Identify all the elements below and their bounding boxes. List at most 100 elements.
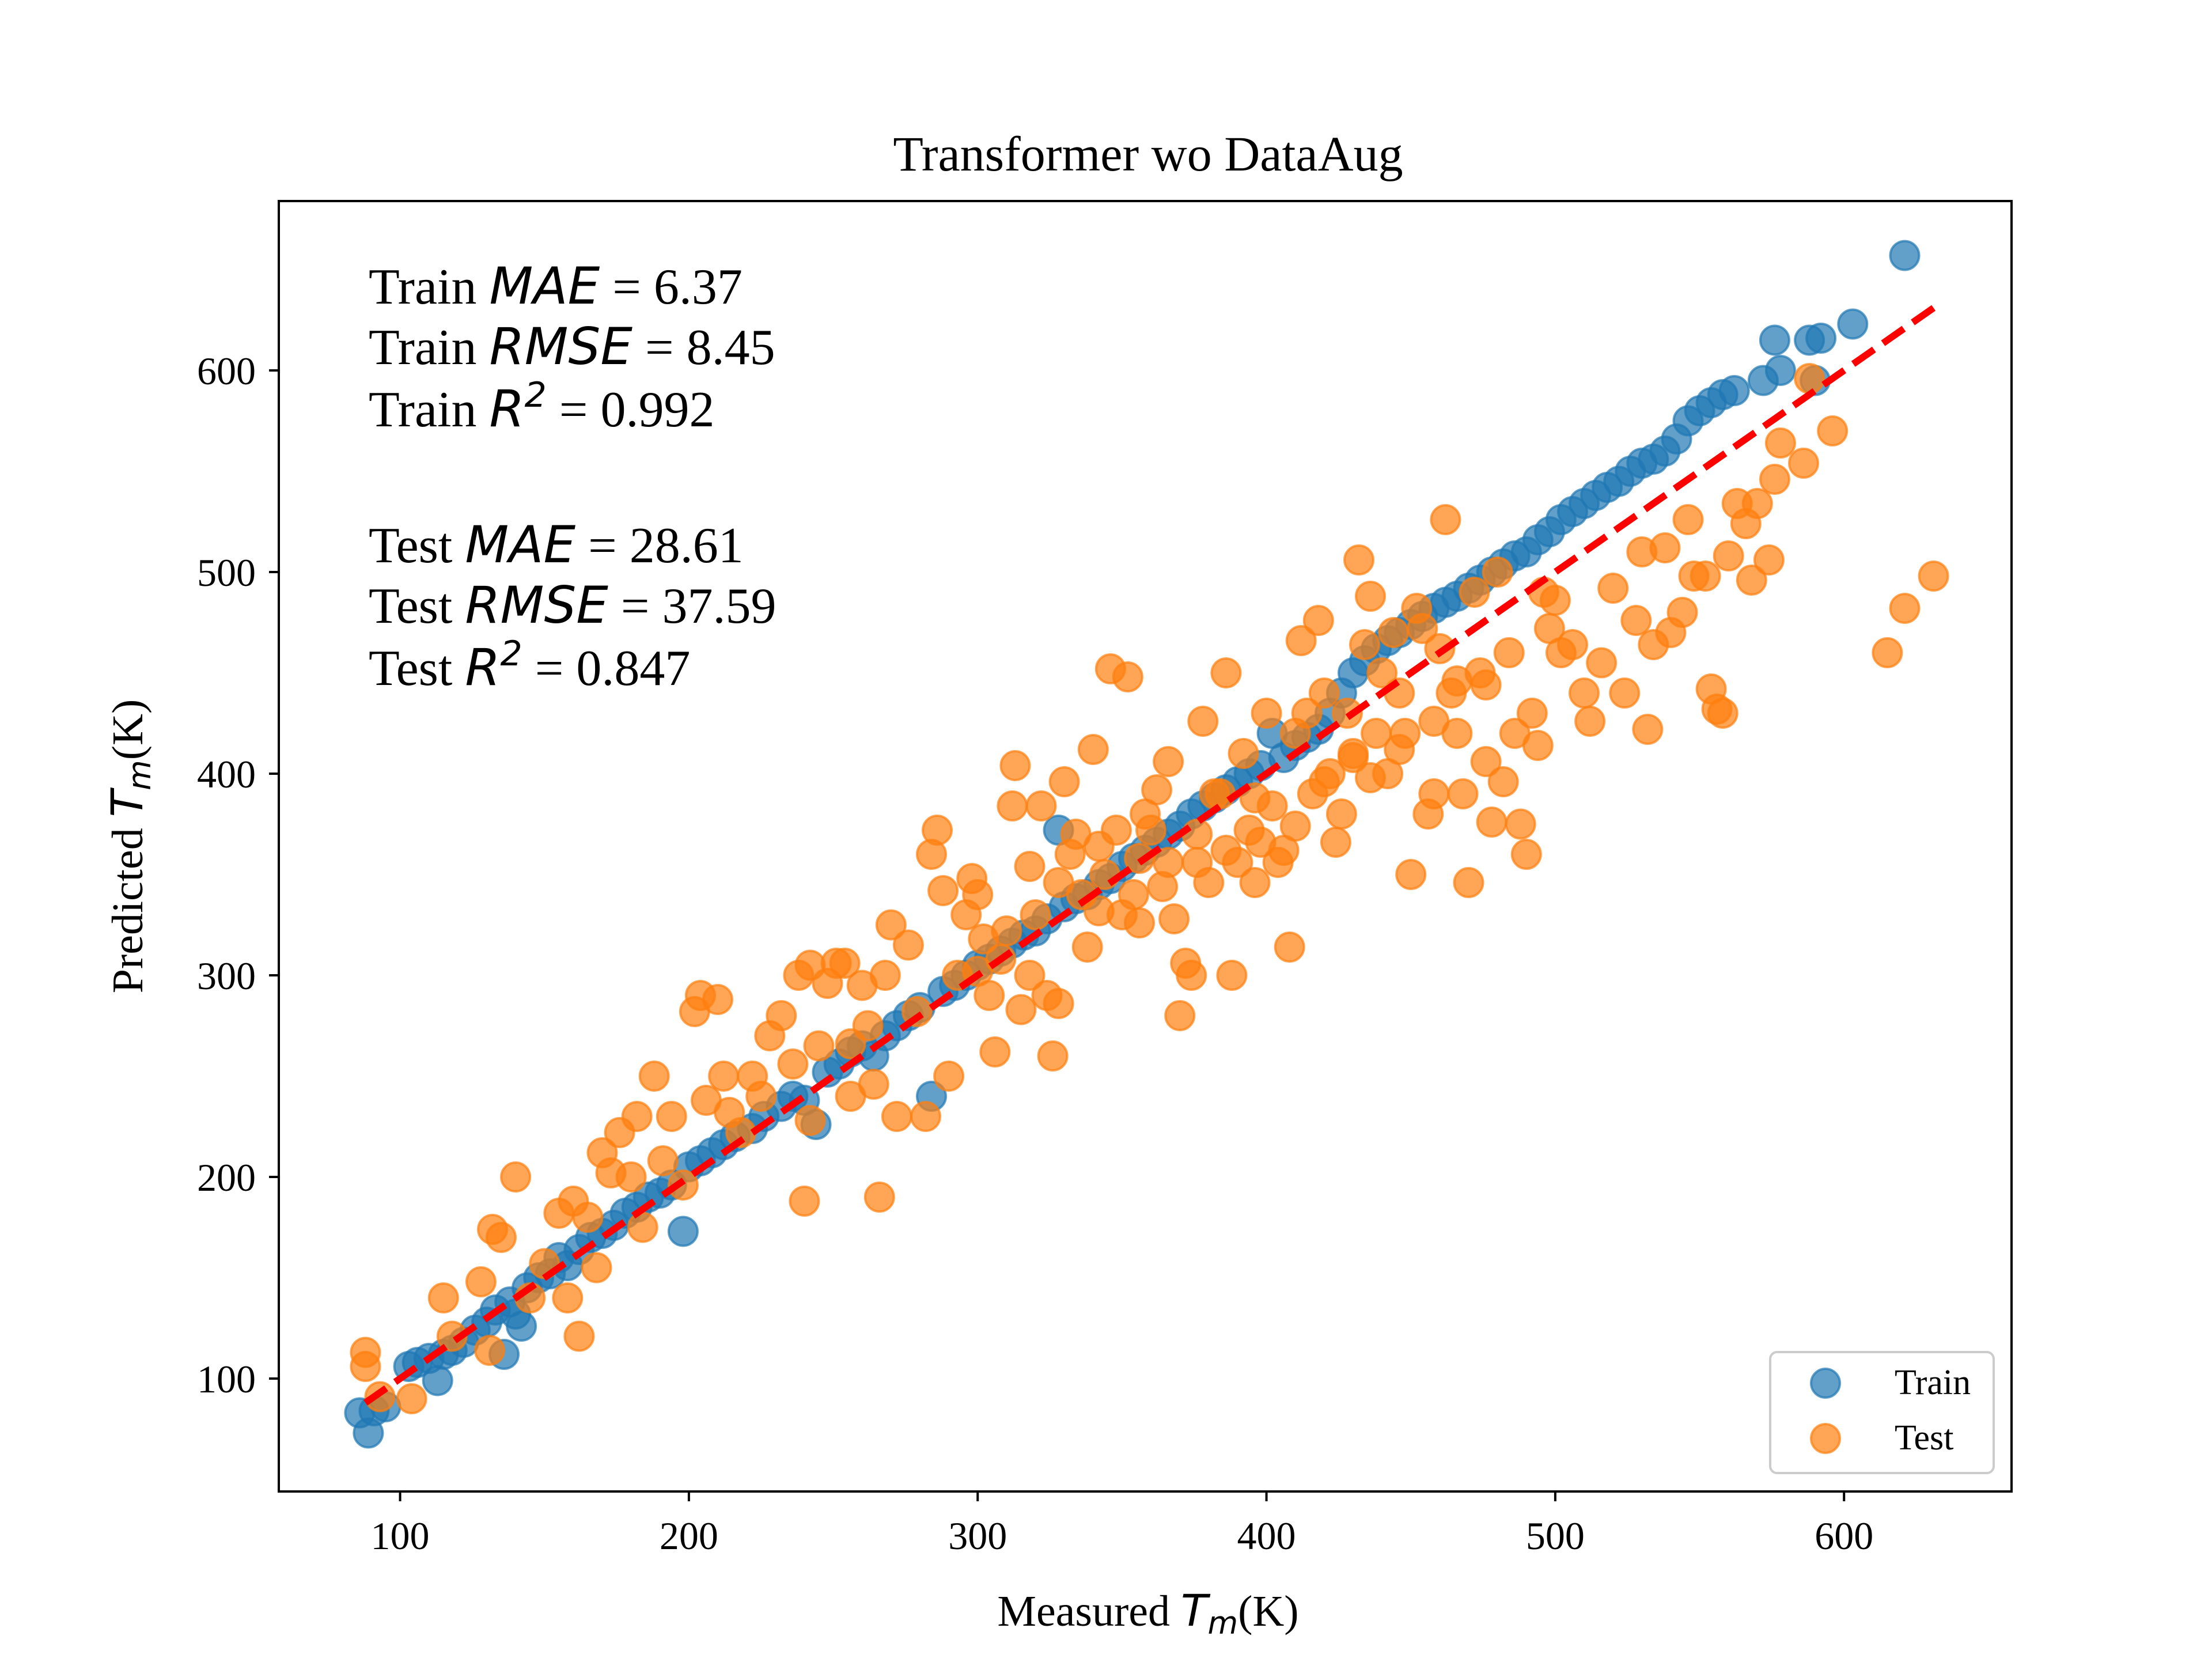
x-axis-label-prefix: Measured (997, 1587, 1181, 1636)
y-tick-label: 600 (197, 349, 256, 393)
test-point (962, 879, 994, 910)
test-point (350, 1351, 381, 1382)
metric-symbol: RMSE (465, 576, 608, 635)
test-point (552, 1282, 584, 1313)
test-point (1522, 730, 1554, 761)
test-point (997, 790, 1028, 821)
test-point (1586, 647, 1618, 679)
test-point (881, 1101, 912, 1132)
test-point (1216, 960, 1248, 991)
test-point (1320, 827, 1351, 858)
test-point (1325, 798, 1357, 830)
test-point (745, 1081, 777, 1112)
metric-value: = 37.59 (608, 578, 777, 634)
test-point (1741, 488, 1773, 519)
test-point (1210, 657, 1242, 688)
x-tick-label: 200 (660, 1514, 718, 1558)
test-point (1048, 766, 1080, 797)
test-point (1308, 766, 1340, 797)
test-point (1210, 835, 1242, 866)
test-point (1620, 605, 1652, 636)
test-point (465, 1266, 497, 1297)
test-point (1557, 629, 1588, 660)
legend: Train Test (1769, 1351, 1995, 1474)
test-point (486, 1222, 517, 1253)
metric-prefix: Test (369, 641, 465, 696)
y-axis-label-unit: (K) (104, 699, 152, 760)
test-point (1285, 625, 1317, 656)
test-point (1470, 669, 1502, 701)
test-point (1918, 561, 1949, 592)
test-point (1135, 815, 1166, 846)
test-point (1043, 988, 1074, 1019)
test-point (1764, 427, 1796, 459)
train-point (1759, 324, 1790, 356)
test-point (1418, 778, 1450, 809)
y-tick-label: 400 (197, 752, 256, 796)
test-point (1355, 762, 1386, 793)
metric-symbol: R (465, 638, 500, 697)
test-point (1447, 778, 1479, 809)
test-point (1176, 960, 1207, 991)
test-point (1181, 819, 1213, 850)
metric-prefix: Train (369, 259, 489, 315)
test-point (638, 1061, 670, 1092)
test-point (427, 1282, 459, 1313)
test-point (1302, 605, 1334, 636)
test-point (621, 1101, 653, 1132)
test-point (999, 750, 1031, 781)
test-point (1291, 698, 1323, 729)
series-test (350, 363, 1949, 1414)
test-point (1574, 706, 1606, 737)
test-point (794, 1105, 826, 1136)
metric-prefix: Test (369, 578, 465, 634)
test-point (1251, 698, 1282, 729)
test-point (1539, 585, 1571, 616)
chart-title: Transformer wo DataAug (893, 126, 1403, 181)
train-point (1764, 355, 1796, 386)
test-point (1141, 774, 1173, 805)
test-point (1736, 565, 1767, 596)
test-point (1089, 859, 1120, 890)
test-point (572, 1202, 604, 1233)
test-point (875, 909, 907, 941)
y-tick-label: 200 (197, 1156, 256, 1199)
metric-value: = 6.37 (600, 259, 743, 315)
metric-prefix: Train (369, 382, 489, 438)
test-point (1077, 734, 1109, 765)
test-point (991, 915, 1022, 947)
test-point (1014, 960, 1046, 991)
test-point (835, 1028, 866, 1059)
y-tick-label: 300 (197, 954, 256, 998)
legend-test-label: Test (1895, 1418, 1953, 1457)
test-point (1482, 556, 1513, 588)
train-point (1837, 308, 1869, 340)
metric-symbol: RMSE (489, 317, 632, 376)
legend-train-label: Train (1895, 1363, 1971, 1402)
test-point (1418, 706, 1450, 737)
test-point (656, 1101, 687, 1132)
x-axis: 100 200 300 400 500 600 (371, 1491, 1873, 1558)
train-point (1718, 375, 1750, 406)
test-point (1430, 504, 1461, 535)
test-point (1493, 637, 1525, 668)
test-point (933, 1061, 965, 1092)
test-point (615, 1161, 647, 1192)
metric-line: Test MAE = 28.61 (369, 515, 744, 574)
x-tick-label: 500 (1526, 1514, 1585, 1558)
plot-frame (278, 200, 2013, 1493)
test-point (1459, 577, 1490, 608)
test-point (858, 1069, 889, 1100)
test-point (829, 948, 861, 979)
test-point (1597, 573, 1629, 604)
x-tick-label: 300 (948, 1514, 1007, 1558)
test-point (910, 1101, 941, 1132)
reference-line-layer (363, 303, 1939, 1406)
y-axis-label-prefix: Predicted (104, 817, 152, 993)
test-point (702, 984, 733, 1015)
test-point (927, 875, 959, 906)
test-point (1187, 706, 1219, 737)
metric-value: = 8.45 (632, 320, 775, 376)
